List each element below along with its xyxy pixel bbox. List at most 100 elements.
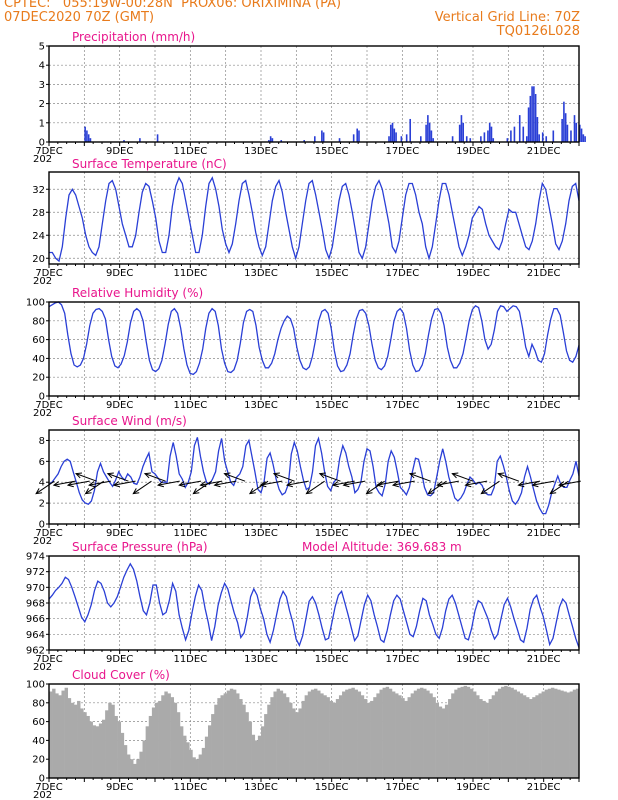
precip-bar [561, 118, 563, 142]
wind-arrow-shaft [319, 473, 341, 482]
y-tick-label: 80 [32, 316, 45, 327]
wind-arrow-head [272, 472, 280, 479]
wind-arrow [106, 472, 129, 482]
x-tick-label: 17DEC [385, 146, 419, 157]
cloud-bar [326, 697, 330, 778]
cloud-bar [338, 695, 343, 778]
cloud-bar [170, 697, 175, 778]
cloud-bar [323, 695, 327, 778]
wind-arrow-head [199, 481, 207, 488]
cloud-bar [572, 689, 577, 778]
cloud-bar [58, 695, 62, 778]
precip-bar [570, 130, 572, 142]
x-tick-label: 19DEC [456, 268, 490, 279]
wind-arrow [35, 480, 55, 495]
x-tick-label: 17DEC [385, 528, 419, 539]
cloud-bar [61, 690, 65, 778]
y-tick-label: 968 [26, 599, 45, 610]
cloud-bar [388, 688, 393, 778]
cloud-bar [519, 693, 524, 778]
cloud-bar [120, 732, 125, 778]
cloud-bar [89, 721, 93, 778]
precip-bar [522, 126, 525, 142]
wind-arrow-head [427, 488, 435, 495]
precip-bar [352, 134, 355, 142]
wind-arrow-shaft [249, 480, 269, 495]
precip-bar [451, 136, 454, 142]
cloud-bar [385, 686, 390, 778]
x-tick-label: 21DEC [527, 782, 561, 793]
wind-arrow-shaft [409, 473, 431, 482]
cloud-bar [164, 691, 168, 778]
wind-arrow [331, 480, 355, 488]
cloud-bar [429, 693, 433, 778]
wind-arrow-shaft [179, 480, 202, 486]
y-tick-label: 8 [39, 436, 45, 447]
wind-arrow-shaft [273, 473, 295, 482]
x-tick-label: 9DEC [106, 268, 133, 279]
precip-bar [534, 94, 537, 142]
panel-title: Relative Humidity (%) [72, 286, 203, 300]
cloud-bar [547, 688, 552, 778]
cloud-bar [220, 695, 224, 778]
precip-bar [123, 140, 125, 142]
precip-bar [541, 132, 544, 142]
y-tick-label: 60 [32, 335, 45, 346]
y-tick-label: 1 [39, 118, 45, 129]
cloud-bar [55, 693, 59, 778]
precip-bar [139, 138, 141, 142]
x-tick-label: 21DEC [527, 528, 561, 539]
cloud-bar [376, 693, 380, 778]
wind-arrow-head [192, 488, 200, 495]
cloud-bar [248, 721, 252, 778]
cloud-bar [373, 697, 377, 778]
wind-arrow-head [517, 481, 525, 488]
cloud-bar [473, 691, 477, 778]
precip-bar [575, 122, 578, 142]
x-tick-label: 11DEC [173, 146, 207, 157]
series-line [48, 562, 580, 648]
wind-arrow-head [248, 488, 256, 495]
cloud-bar [329, 700, 334, 778]
wind-arrow-shaft [193, 480, 212, 495]
wind-arrow-head [106, 472, 114, 479]
cloud-bar [335, 699, 340, 778]
precip-bar [526, 136, 528, 142]
cloud-bar [73, 704, 78, 778]
precip-bar [400, 136, 403, 142]
wind-arrow-shaft [133, 480, 152, 495]
wind-arrow-shaft [343, 480, 366, 486]
cloud-bar [560, 690, 564, 778]
precip-bar [321, 130, 323, 142]
precip-bar [460, 115, 463, 142]
cloud-bar [49, 691, 53, 778]
wind-arrow [285, 480, 309, 488]
precip-bar [533, 86, 535, 142]
wind-arrow-head [365, 488, 373, 495]
cloud-bar [304, 695, 309, 778]
precip-bar [395, 132, 397, 142]
cloud-bar [270, 697, 274, 778]
x-year-label: 202 [33, 408, 52, 419]
cloud-bar [441, 708, 446, 778]
cloud-bar [80, 708, 84, 778]
header-station-line: CPTEC: 055:19W-00:28N PROX06: ORIXIMINA … [4, 0, 342, 11]
y-tick-label: 0 [39, 138, 45, 149]
wind-arrow [391, 480, 415, 488]
y-tick-label: 2 [39, 99, 45, 110]
cloud-bar [367, 702, 371, 778]
wind-arrow [248, 480, 269, 495]
precip-bar [409, 118, 412, 142]
precip-bar [89, 138, 92, 142]
wind-arrow [318, 472, 341, 482]
cloud-bar [67, 698, 72, 778]
cloud-bar [538, 693, 542, 778]
cloud-bar [516, 691, 521, 778]
cloud-bar [342, 691, 346, 778]
cloud-bar [239, 699, 243, 778]
wind-arrow-head [143, 472, 151, 479]
cloud-bar [267, 704, 271, 778]
cloud-bar [242, 704, 246, 778]
cloud-bar [485, 702, 489, 778]
cloud-bar [289, 702, 293, 778]
